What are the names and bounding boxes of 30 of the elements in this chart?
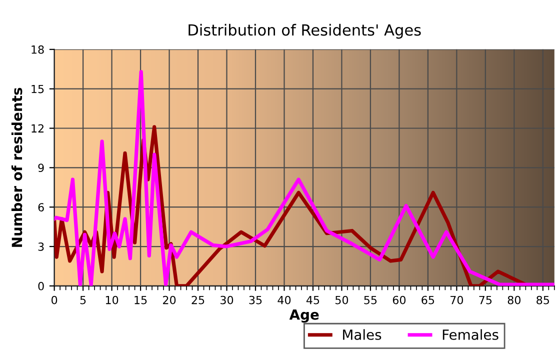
x-axis-title: Age [289,310,319,323]
y-tick-label: 3 [38,242,44,251]
x-tick-label: 20 [163,296,176,304]
x-tick-label: 35 [249,296,262,304]
y-tick-label: 15 [32,84,44,94]
x-tick-label: 50 [336,296,348,304]
x-tick-label: 85 [536,296,550,304]
chart-title: Distribution of Residents' Ages [188,24,421,39]
y-tick-label: 12 [32,124,44,132]
y-tick-label: 9 [38,164,44,172]
x-tick-label: 10 [106,296,118,304]
x-tick-label: 80 [508,296,520,304]
y-tick-label: 6 [38,203,44,212]
x-tick-label: 0 [52,296,58,304]
x-tick-label: 70 [450,296,464,304]
x-tick-label: 65 [422,296,434,304]
x-tick-label: 75 [479,296,492,304]
x-tick-label: 25 [192,296,204,304]
y-tick-label: 0 [38,282,44,290]
x-tick-label: 30 [220,296,234,304]
y-tick-label: 18 [32,45,44,54]
legend-label: Females [442,329,498,340]
x-tick-label: 40 [278,296,291,304]
legend-label: Males [343,329,382,340]
x-tick-label: 15 [134,296,147,304]
x-tick-label: 5 [80,296,86,304]
y-axis-title: Number of residents [11,88,22,247]
x-tick-label: 60 [392,296,406,304]
x-tick-label: 45 [306,296,320,304]
x-tick-label: 55 [364,296,377,304]
